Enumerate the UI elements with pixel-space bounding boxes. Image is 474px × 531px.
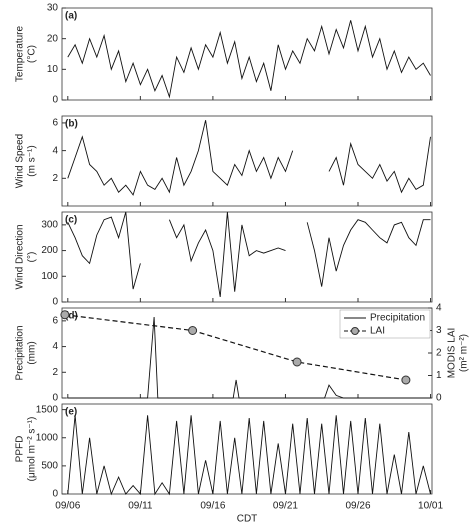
- y-tick-label: 0: [52, 297, 58, 308]
- y2-tick-label: 3: [436, 325, 442, 336]
- y-tick-label: 200: [41, 245, 58, 256]
- y-tick-label: 1000: [36, 432, 59, 443]
- series-line: [67, 415, 431, 496]
- lai-marker: [292, 357, 302, 367]
- x-tick-label: 09/16: [200, 501, 225, 512]
- y-tick-label: 2: [52, 367, 58, 378]
- x-tick-label: 09/21: [273, 501, 298, 512]
- y-axis-label: (°C): [27, 45, 38, 63]
- y-axis-label: (mm): [27, 341, 38, 364]
- y-tick-label: 2: [52, 173, 58, 184]
- plot-frame: [61, 115, 433, 207]
- y2-axis-label: MODIS LAI: [447, 328, 458, 379]
- y-tick-label: 0: [52, 95, 58, 106]
- y-tick-label: 20: [47, 33, 59, 44]
- y-tick-label: 0: [52, 393, 58, 404]
- panel-label: (c): [65, 215, 77, 226]
- x-tick-label: 09/06: [55, 501, 80, 512]
- y2-tick-label: 2: [436, 348, 442, 359]
- series-line: [67, 211, 431, 297]
- y-axis-label: (m s⁻¹): [27, 145, 38, 176]
- y-tick-label: 6: [52, 118, 58, 129]
- y-tick-label: 6: [52, 315, 58, 326]
- legend-marker: [351, 327, 359, 335]
- y2-tick-label: 1: [436, 370, 442, 381]
- y2-axis-label: (m² m⁻²): [459, 334, 470, 372]
- plot-frame: [61, 7, 433, 101]
- y-tick-label: 4: [52, 145, 58, 156]
- x-axis-label: CDT: [237, 514, 258, 525]
- lai-marker: [60, 310, 70, 320]
- y2-tick-label: 0: [436, 393, 442, 404]
- y-axis-label: Precipitation: [15, 325, 26, 380]
- panel-label: (e): [65, 407, 77, 418]
- lai-marker: [401, 375, 411, 385]
- y-axis-label: Wind Speed: [15, 134, 26, 188]
- y-tick-label: 4: [52, 341, 58, 352]
- y-axis-label: PPFD: [15, 436, 26, 463]
- y-axis-label: (°): [27, 252, 38, 263]
- y2-tick-label: 4: [436, 303, 442, 314]
- y-tick-label: 500: [41, 461, 58, 472]
- y-tick-label: 10: [47, 64, 59, 75]
- legend: Precipitation LAI: [339, 309, 431, 339]
- y-tick-label: 0: [52, 489, 58, 500]
- plot-frame: [61, 403, 433, 495]
- y-axis-label: Wind Direction: [15, 224, 26, 289]
- y-axis-label: (μmol m⁻² s⁻¹): [27, 417, 38, 482]
- y-tick-label: 1500: [36, 404, 59, 415]
- x-tick-label: 09/26: [345, 501, 370, 512]
- legend-label: Precipitation: [370, 313, 425, 324]
- panel-label: (a): [65, 11, 77, 22]
- panel-label: (d): [65, 311, 78, 322]
- series-line: [67, 316, 431, 399]
- lai-marker: [188, 326, 198, 335]
- x-tick-label: 09/11: [128, 501, 153, 512]
- series-line: [64, 314, 406, 381]
- series-line: [67, 120, 431, 196]
- x-tick-label: 10/01: [418, 501, 443, 512]
- y-tick-label: 100: [41, 271, 58, 282]
- series-line: [67, 20, 431, 99]
- y-axis-label: Temperature: [15, 25, 26, 82]
- plot-frame: [61, 211, 433, 303]
- panel-label: (b): [65, 119, 78, 130]
- y-tick-label: 300: [41, 219, 58, 230]
- legend-label: LAI: [370, 326, 385, 337]
- y-tick-label: 30: [47, 3, 59, 14]
